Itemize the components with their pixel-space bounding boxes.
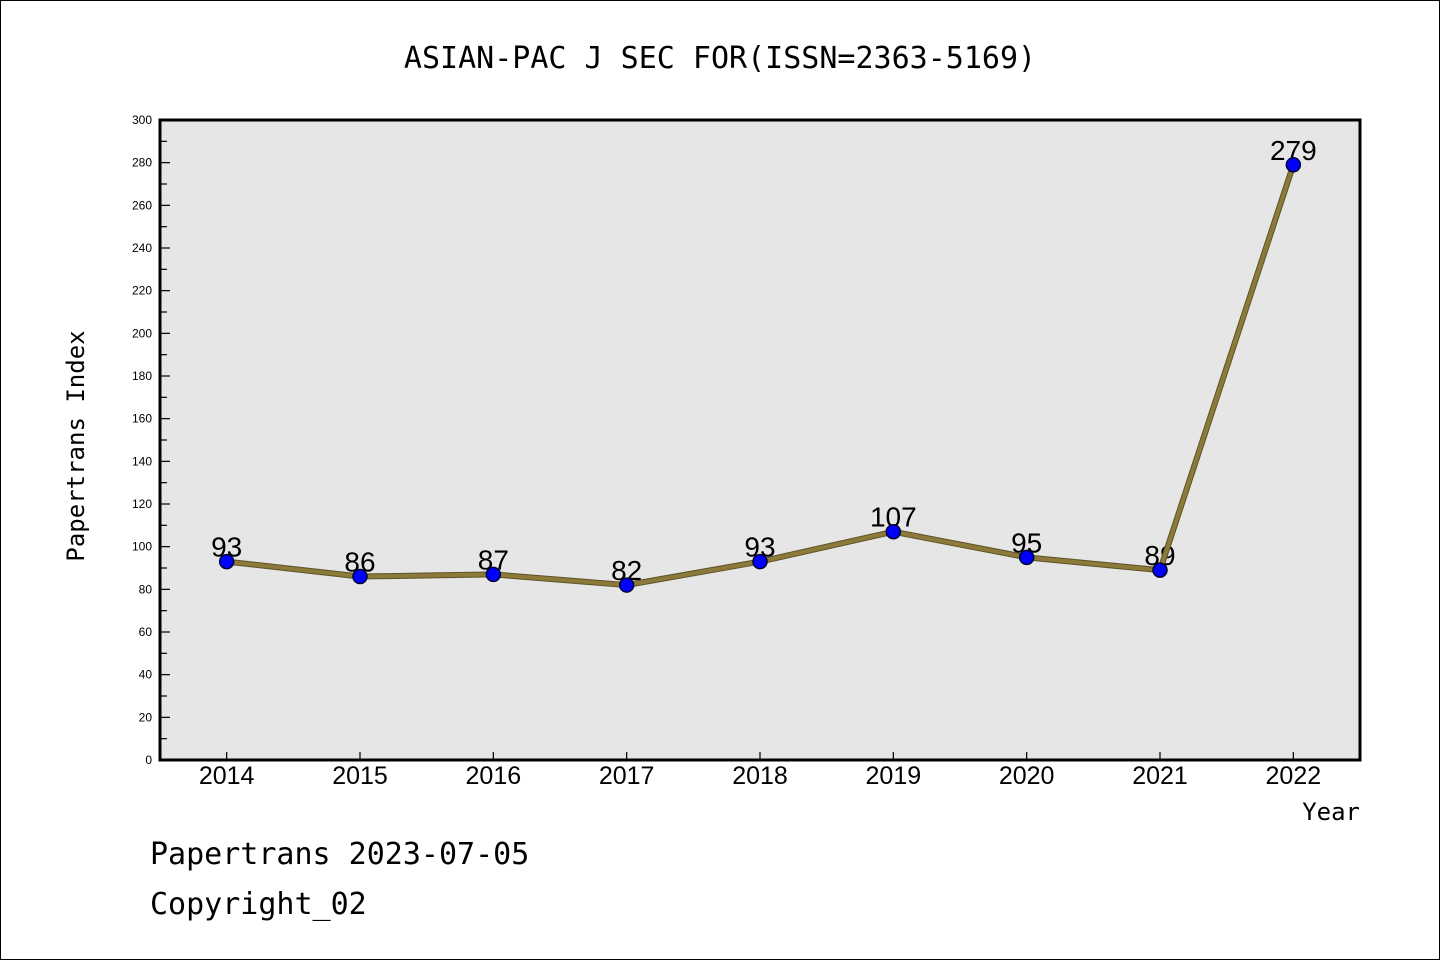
data-point [1285,157,1302,173]
data-point [885,523,902,540]
x-tick-label: 2020 [999,762,1055,790]
x-tick-label: 2017 [599,762,655,790]
y-tick-label: 40 [139,668,153,682]
x-tick-label: 2021 [1132,762,1188,790]
y-tick-label: 20 [139,710,153,724]
y-tick-label: 0 [145,753,152,767]
data-point [218,553,235,570]
data-points [218,157,1302,593]
x-tick-label: 2015 [332,762,388,790]
data-point [752,553,768,570]
y-tick-label: 100 [132,540,152,554]
data-point [485,566,502,583]
y-tick-label: 200 [132,326,152,340]
data-point [352,568,368,585]
y-tick-label: 240 [132,241,152,255]
x-axis-tick-labels: 2014 2015 2016 2017 2018 2019 2020 2021 2022 [199,762,1321,790]
chart-title: ASIAN-PAC J SEC FOR(ISSN=2363-5169) [404,41,1036,76]
x-tick-label: 2014 [199,762,255,790]
y-tick-label: 160 [132,412,152,426]
data-point [618,577,635,593]
y-tick-label: 80 [139,582,153,596]
y-tick-label: 220 [132,284,152,298]
y-axis-title: Papertrans Index [62,330,90,561]
y-tick-label: 60 [139,625,153,639]
y-tick-label: 280 [132,156,152,170]
y-tick-label: 260 [132,198,152,212]
y-tick-label: 120 [132,497,152,511]
footer-copyright: Copyright_02 [150,887,367,922]
y-tick-label: 140 [132,454,152,468]
data-point [1152,562,1168,578]
x-tick-label: 2016 [466,762,522,790]
y-tick-label: 180 [132,369,152,383]
plot-area [160,120,1360,760]
x-axis-title: Year [1302,798,1360,826]
y-axis-tick-labels: 0 20 40 60 80 100 120 140 160 180 200 220 240 260 280 3… [132,113,152,767]
x-tick-label: 2022 [1266,762,1322,790]
footer-source: Papertrans 2023-07-05 [150,837,529,872]
x-tick-label: 2018 [732,762,788,790]
plot-frame [158,118,1362,762]
x-tick-label: 2019 [866,762,922,790]
data-point [1018,549,1035,566]
y-tick-label: 300 [132,113,152,127]
